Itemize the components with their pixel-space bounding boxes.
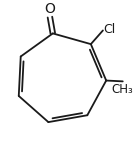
Text: Cl: Cl (104, 23, 116, 36)
Text: CH₃: CH₃ (112, 83, 134, 96)
Text: O: O (44, 2, 55, 16)
